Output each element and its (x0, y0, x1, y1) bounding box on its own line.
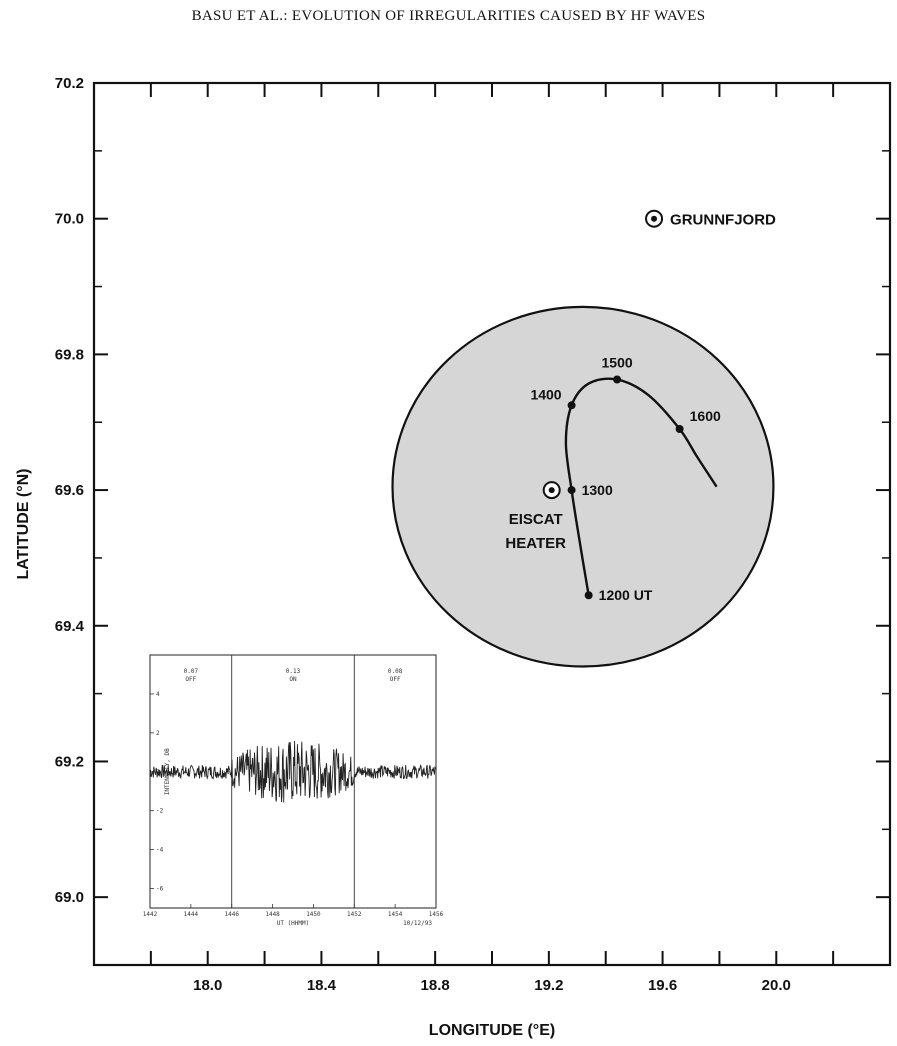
x-tick-label: 20.0 (762, 977, 791, 994)
inset-content: 1442 1444 1446 1448 1450 1452 1454 1456420-2-4-… (143, 655, 444, 927)
y-tick-label: 69.4 (55, 618, 85, 635)
inset-x-tick-label: 1442 (143, 911, 158, 918)
inset-x-tick-label: 1444 (184, 911, 199, 918)
heated-region-layer (391, 305, 775, 668)
inset-x-tick-label: 1452 (347, 911, 362, 918)
inset-x-tick-label: 1456 (429, 911, 444, 918)
inset-x-tick-label: 1448 (265, 911, 280, 918)
inset-x-tick-label: 1446 (224, 911, 239, 918)
x-tick-label: 18.0 (193, 977, 222, 994)
x-tick-label: 18.4 (307, 977, 337, 994)
x-tick-label: 18.8 (421, 977, 450, 994)
site-label: EISCAT (509, 511, 563, 528)
inset-panel-state: ON (289, 676, 297, 683)
heated-region-ellipse (391, 305, 775, 668)
inset-x-label: UT (HHMM) (277, 920, 310, 927)
time-mark-label: 1200 UT (599, 587, 653, 603)
time-mark-label: 1500 (602, 354, 633, 370)
running-header: BASU ET AL.: EVOLUTION OF IRREGULARITIES… (191, 8, 706, 24)
inset-panel-value: 0.08 (388, 668, 403, 675)
inset-x-tick-label: 1450 (306, 911, 321, 918)
y-tick-label: 70.2 (55, 75, 84, 92)
inset-panel-value: 0.13 (286, 668, 301, 675)
inset-y-tick-label: -2 (156, 808, 164, 815)
y-tick-label: 69.8 (55, 346, 84, 363)
x-tick-label: 19.2 (534, 977, 563, 994)
inset-intensity-plot: 1442 1444 1446 1448 1450 1452 1454 1456420-2-4-… (143, 654, 444, 927)
time-mark-point (675, 425, 684, 434)
trajectory-layer: 1200 UT 1300 1400 1500 1600 (530, 354, 721, 603)
inset-panel-state: OFF (185, 676, 196, 683)
inset-date: 10/12/93 (403, 920, 432, 927)
y-tick-label: 69.2 (55, 753, 84, 770)
time-mark-point (567, 401, 576, 410)
inset-panel-state: OFF (390, 676, 401, 683)
inset-y-tick-label: -4 (156, 847, 164, 854)
site-marker-dot (651, 215, 658, 222)
y-tick-label: 69.0 (55, 889, 84, 906)
time-mark-point (567, 486, 576, 495)
site-label: HEATER (505, 535, 566, 552)
x-axis-title: LONGITUDE (°E) (429, 1022, 555, 1039)
axis-ticks: 18.0 18.4 18.8 19.2 19.6 20.0 69.0 69.2 69.4 69.6… (55, 75, 890, 994)
time-mark-label: 1600 (690, 408, 721, 424)
inset-signal-trace (149, 740, 437, 803)
sites-layer: EISCAT HEATER GRUNNFJORD (505, 209, 776, 552)
time-mark-label: 1300 (582, 482, 613, 498)
inset-panel-value: 0.07 (184, 668, 199, 675)
site-label: GRUNNFJORD (670, 212, 776, 229)
inset-y-tick-label: 2 (156, 730, 160, 737)
time-mark-point (584, 591, 593, 600)
inset-y-tick-label: -6 (156, 886, 164, 893)
inset-x-tick-label: 1454 (388, 911, 403, 918)
trajectory-line (564, 377, 718, 596)
inset-y-tick-label: 4 (156, 691, 160, 698)
y-axis-title: LATITUDE (°N) (15, 469, 32, 580)
time-mark-label: 1400 (530, 386, 561, 402)
site-marker-dot (548, 487, 555, 494)
y-tick-label: 70.0 (55, 211, 84, 228)
y-tick-label: 69.6 (55, 482, 84, 499)
time-mark-point (613, 375, 622, 384)
x-tick-label: 19.6 (648, 977, 677, 994)
